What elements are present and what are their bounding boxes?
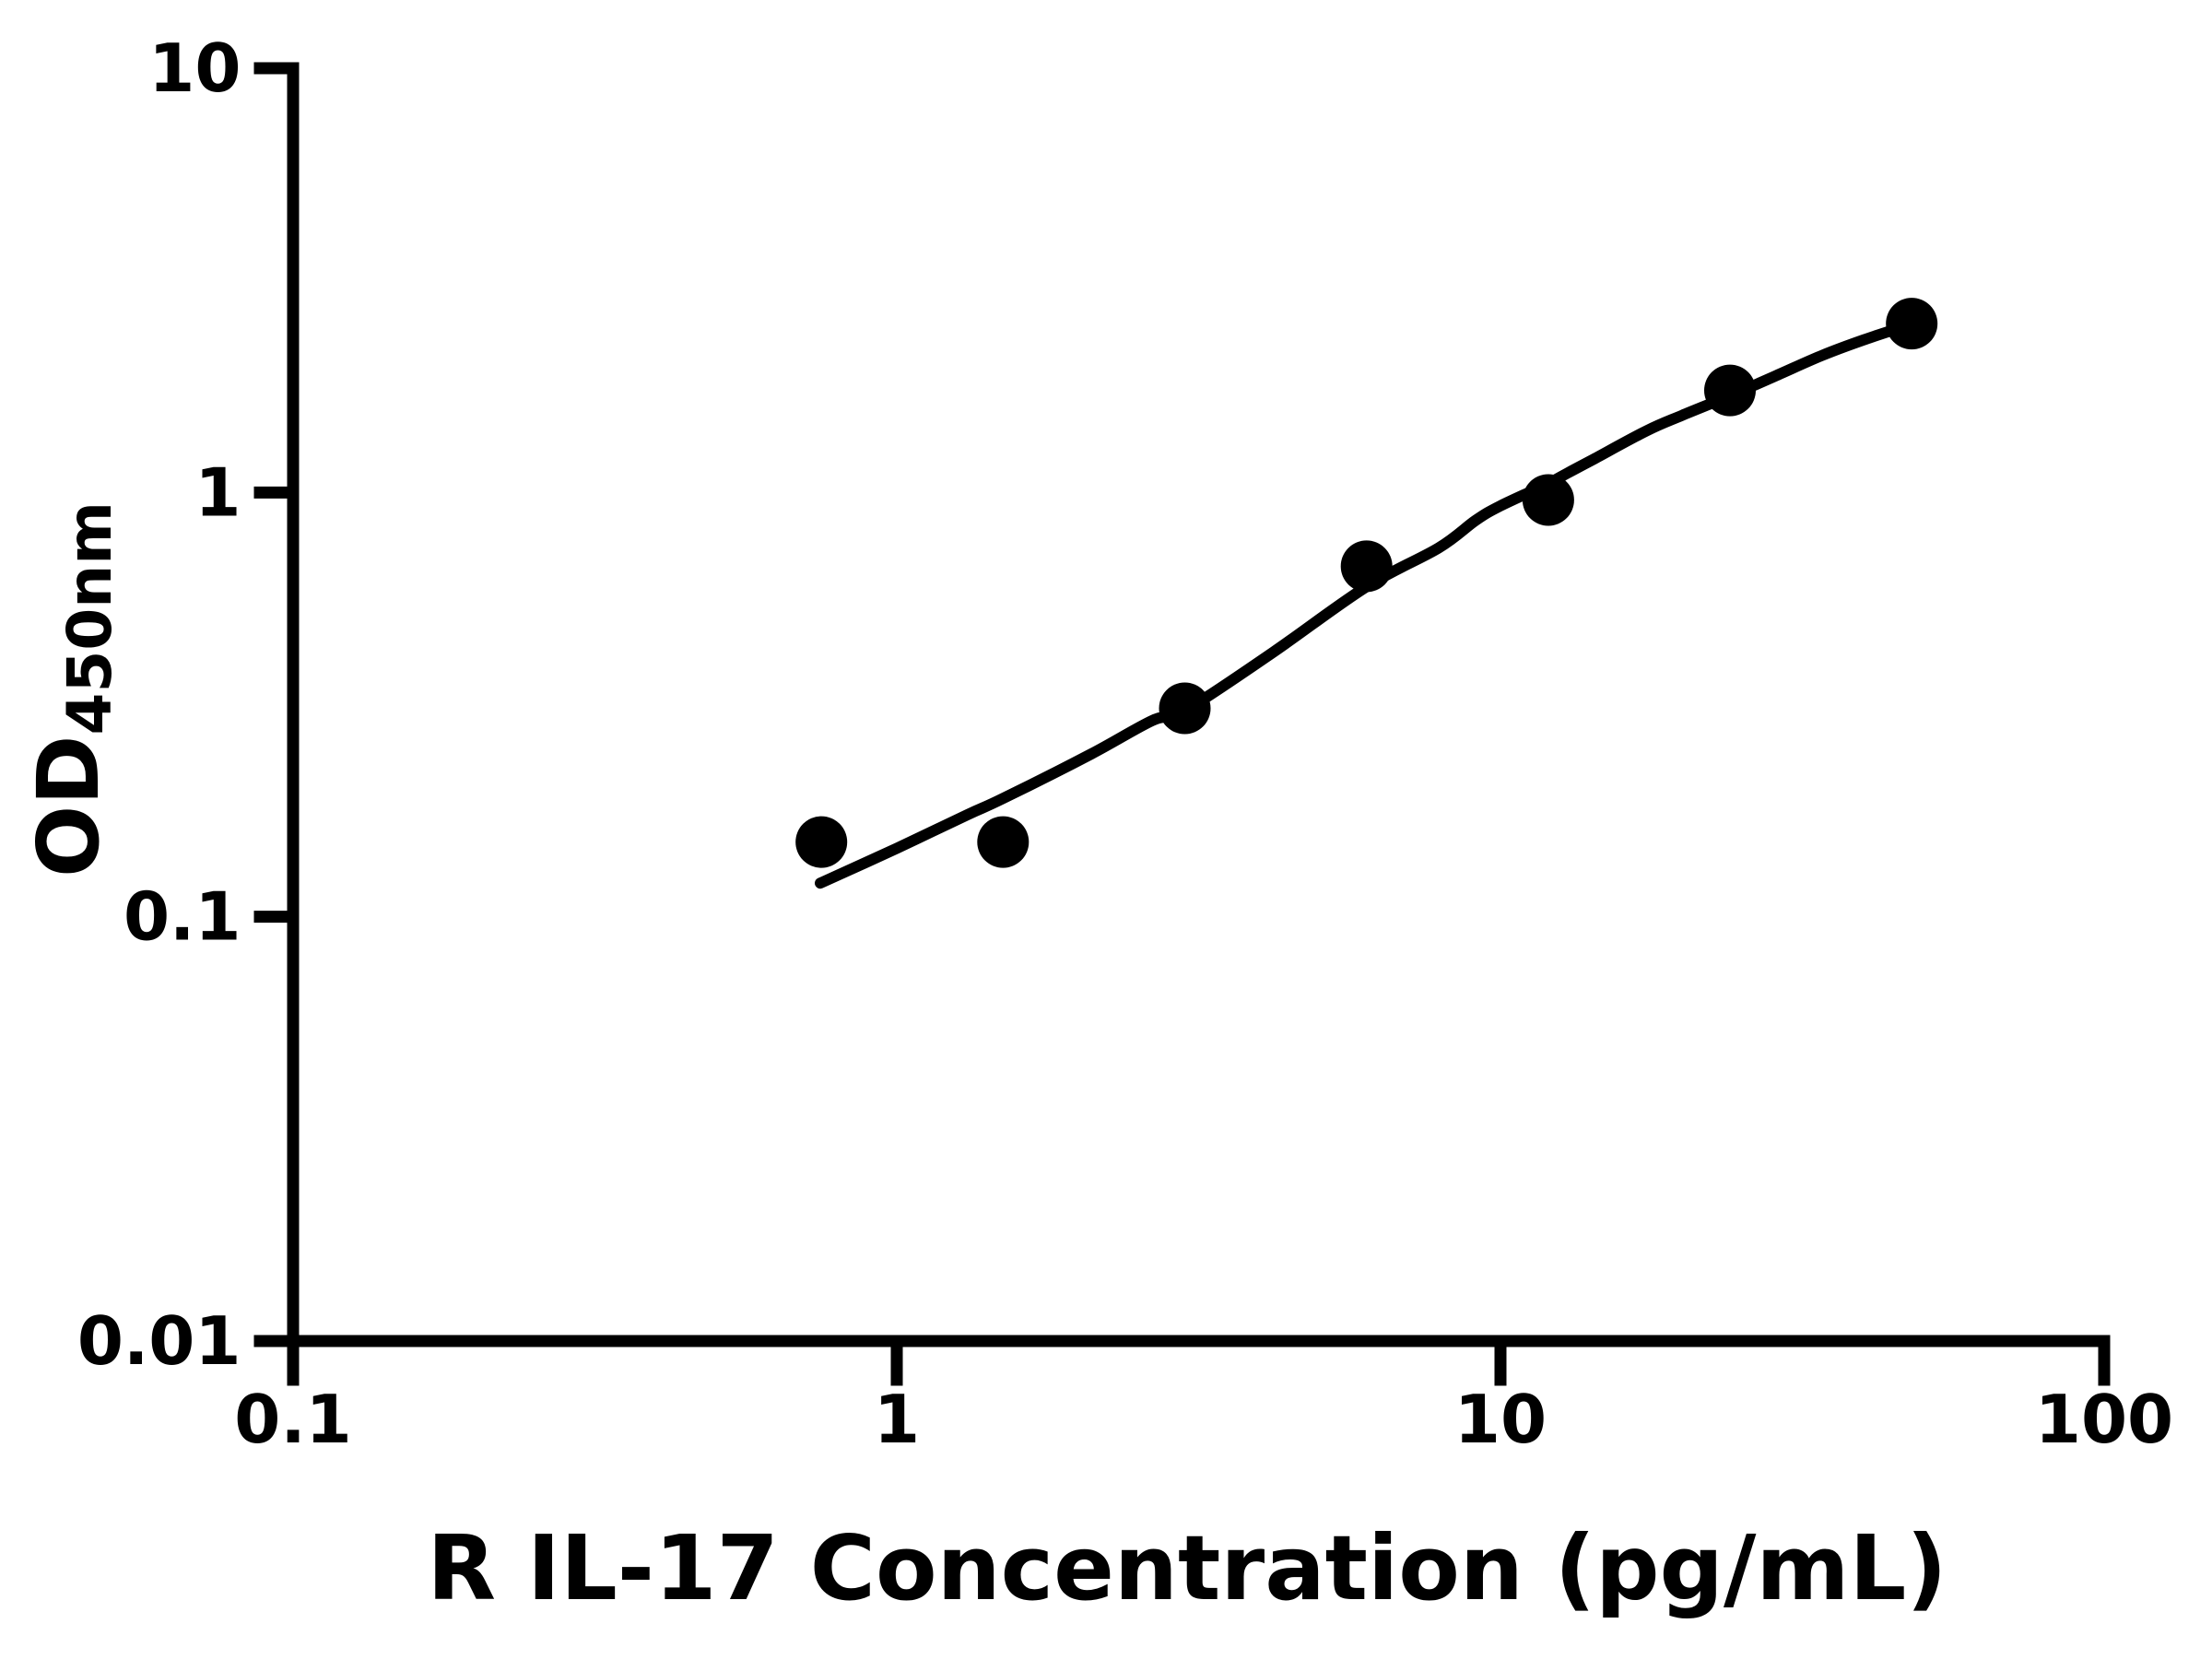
x-tick-label: 1 xyxy=(874,1381,920,1458)
data-point xyxy=(1340,540,1393,593)
data-point xyxy=(1522,474,1574,526)
data-point xyxy=(1886,298,1938,350)
x-tick-label: 100 xyxy=(2035,1381,2173,1458)
x-tick-label: 10 xyxy=(1454,1381,1547,1458)
x-axis-title: R IL-17 Concentration (pg/mL) xyxy=(427,1516,1947,1620)
y-tick-label: 1 xyxy=(194,453,241,531)
data-point xyxy=(1704,364,1756,417)
y-axis-title-sub: 450nm xyxy=(54,500,125,735)
y-tick-label: 0.01 xyxy=(77,1302,241,1380)
y-tick-label: 0.1 xyxy=(124,878,241,956)
data-point xyxy=(977,816,1030,868)
x-tick-label: 0.1 xyxy=(234,1381,352,1458)
data-point xyxy=(795,816,848,868)
y-tick-label: 10 xyxy=(148,29,241,107)
y-axis-title: OD450nm xyxy=(19,501,125,877)
data-point xyxy=(1159,682,1211,735)
y-axis-title-main: OD xyxy=(19,735,118,878)
